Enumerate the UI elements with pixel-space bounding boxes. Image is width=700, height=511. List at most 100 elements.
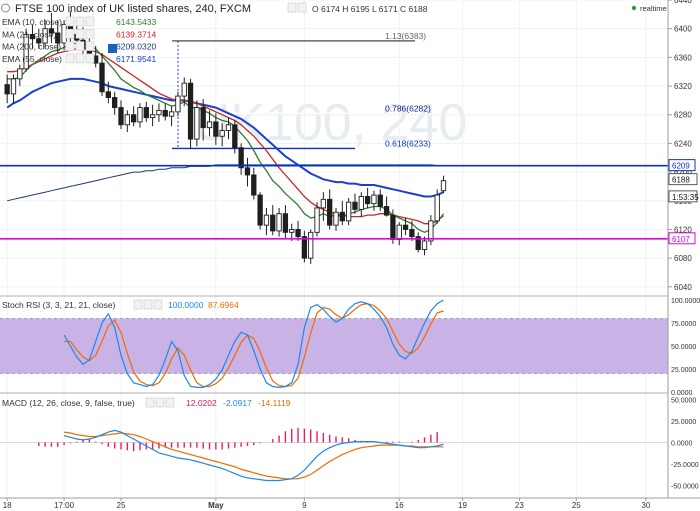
price-level-tag-label: 6107 [672,235,690,244]
gear-icon [75,16,85,27]
candle-body [137,107,143,123]
indicator-label: MA (200, close) [2,42,61,52]
candle-body [289,229,295,233]
close-icon [85,41,95,51]
candle-body [333,211,339,226]
candle-body [42,28,48,44]
candle-body [4,84,10,95]
macd-tick-label: 0.0000 [671,441,693,448]
realtime-label: realtime [640,4,667,13]
eye-icon [65,53,75,64]
gear-icon[interactable] [297,2,307,13]
price-tick-label: 6400 [674,25,692,34]
collapse-toggle-icon[interactable] [1,3,10,13]
candle-body [168,111,175,117]
candle-body [415,236,421,250]
realtime-dot-icon [631,5,637,11]
candle-body [428,220,434,242]
candle-body [206,121,213,129]
candle-body [149,114,156,119]
current-price-tag-label: 6188 [672,176,690,185]
indicator-label: EMA (10, close) [2,17,62,27]
time-tick-label: 18 [3,501,12,510]
candle-body [17,68,23,80]
indicator-label: MA (21, close) [2,29,56,39]
time-axis-labels: 18 17:00 25 May 9 16 19 23 25 30 [3,498,651,510]
candle-body [270,214,276,232]
candle-body [257,194,263,226]
candle-body [383,206,390,216]
macd-legend: MACD (12, 26, close, 9, false, true) 12.… [2,397,291,408]
macd-signal-line [63,431,444,480]
time-tick-label: 17:00 [54,501,75,510]
stoch-k-line [63,299,444,389]
time-axis[interactable] [0,498,700,511]
candle-body [371,194,377,205]
eye-icon[interactable] [133,299,143,310]
macd-tick-label: -50.0000 [671,484,699,491]
candle-body [301,236,308,259]
price-tick-label: 6240 [674,139,692,148]
macd-signal-value: -14.1119 [258,398,291,408]
candle-body [402,224,409,230]
macd-histogram [0,427,668,452]
candle-body [390,214,396,240]
stoch-legend: Stoch RSI (3, 3, 21, 21, close) 100.0000… [2,299,239,310]
stoch-tick-label: 0.0000 [671,390,693,397]
time-tick-label: 9 [302,501,307,510]
eye-icon [65,16,75,27]
time-tick-label: May [208,501,224,510]
gear-icon[interactable] [143,299,153,310]
candle-body [143,107,149,119]
stoch-tick-label: 100.0000 [671,298,700,305]
candle-body [276,213,282,232]
candle-body [187,82,194,140]
macd-lines [63,429,444,482]
current-price-tag [668,173,698,186]
indicator-label: EMA (55, close) [2,54,62,64]
candle-body [61,23,67,44]
header-buttons[interactable] [287,2,307,13]
price-axis-labels: 6040608061206160620062406280632063606400… [668,0,700,491]
time-tick-label: 25 [572,501,581,510]
price-level-tag [668,159,696,172]
gear-icon [75,53,85,64]
candle-body [352,201,358,210]
candle-body [308,231,314,259]
alert-marker-icon [108,44,117,53]
candle-body [10,78,17,95]
candle-body [213,121,219,137]
close-icon[interactable] [165,397,175,408]
price-tick-label: 6120 [674,225,692,234]
time-tick-label: 25 [117,501,126,510]
candle-body [314,207,320,233]
eye-icon[interactable] [287,2,297,13]
candle-body [194,107,200,140]
stoch-label: Stoch RSI (3, 3, 21, 21, close) [2,300,116,310]
macd-line-value: -2.0917 [223,398,252,408]
candle-body [55,32,61,44]
price-tick-label: 6200 [674,168,692,177]
candle-body [156,109,162,116]
candle-body [327,198,333,226]
eye-icon [65,41,75,51]
candle-body [282,213,289,233]
candlestick-series[interactable] [4,11,447,264]
price-axis[interactable] [668,0,700,498]
candle-body [409,229,415,238]
horizontal-price-lines[interactable] [0,164,668,240]
chart-header: FTSE 100 index of UK listed shares, 240,… [1,2,667,15]
close-icon[interactable] [153,299,163,310]
eye-icon[interactable] [145,397,155,408]
gear-icon[interactable] [155,397,165,408]
candle-body [339,211,345,222]
stoch-tick-label: 75.0000 [671,321,696,328]
price-tick-label: 6040 [674,283,692,292]
candle-body [200,107,206,129]
indicator-legend: EMA (10, close) 6143.5433 MA (21, close) 61… [2,16,156,64]
candle-body [295,229,301,238]
gear-icon [75,28,85,39]
eye-icon [65,28,75,39]
indicator-value: 6209.0320 [116,42,156,52]
